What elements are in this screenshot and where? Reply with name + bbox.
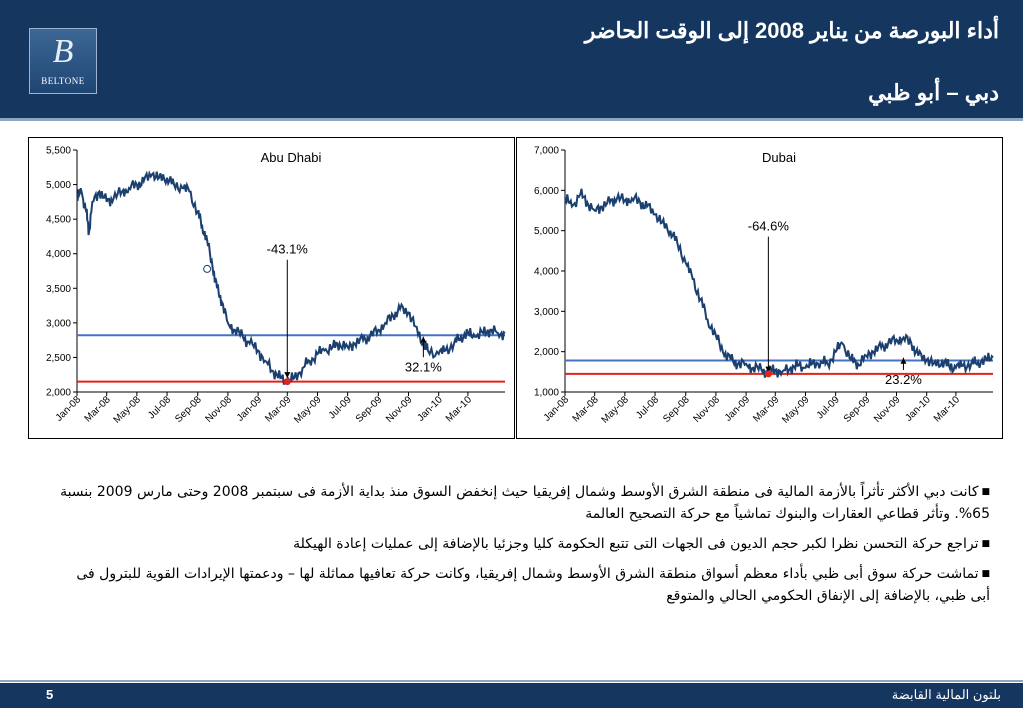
abu-dhabi-chart-title: Abu Dhabi xyxy=(261,150,322,165)
page-subtitle: دبي – أبو ظبي xyxy=(868,80,999,105)
abu-dhabi-x-tick-label: Sep-09 xyxy=(354,394,385,425)
logo-letter: B xyxy=(52,33,74,70)
abu-dhabi-x-tick-label: Jul-09 xyxy=(327,394,354,421)
dubai-y-tick-label: 5,000 xyxy=(534,226,559,237)
dubai-y-tick-label: 4,000 xyxy=(534,267,559,278)
logo-text: BELTONE xyxy=(41,76,85,86)
abu-dhabi-y-tick-label: 3,500 xyxy=(46,284,71,295)
dubai-x-tick-label: Mar-08 xyxy=(571,394,601,424)
bullet-square-icon: ■ xyxy=(981,539,990,549)
abu-dhabi-x-tick-label: Jan-09 xyxy=(235,394,265,424)
bullet-square-icon: ■ xyxy=(981,487,990,497)
page-title: أداء البورصة من يناير 2008 إلى الوقت الح… xyxy=(584,18,999,43)
dubai-x-tick-label: Sep-08 xyxy=(661,394,692,425)
dubai-x-tick-label: Jan-09 xyxy=(723,394,753,424)
bullet-item: ■تماشت حركة سوق أبى ظبي بأداء معظم أسواق… xyxy=(76,566,990,604)
dubai-x-tick-label: Sep-09 xyxy=(842,394,873,425)
abu-dhabi-chart: 2,000 2,500 3,000 3,500 4,000 4,500 5,000 5,500… xyxy=(28,137,515,439)
footer-bar: 5 بلتون المالية القابضة xyxy=(0,683,1023,708)
abu-dhabi-y-tick-label: 4,500 xyxy=(46,215,71,226)
abu-dhabi-y-tick-label: 2,000 xyxy=(46,388,71,399)
abu-dhabi-x-tick-label: Mar-08 xyxy=(83,394,113,424)
abu-dhabi-x-tick-label: Sep-08 xyxy=(173,394,204,425)
abu-dhabi-y-tick-label: 2,500 xyxy=(46,353,71,364)
header-divider xyxy=(0,118,1023,121)
dubai-red-marker xyxy=(764,370,772,378)
footer-divider xyxy=(0,680,1023,682)
dubai-x-tick-label: Nov-09 xyxy=(872,394,903,425)
abu-dhabi-annotation-label: -43.1% xyxy=(267,242,309,257)
abu-dhabi-x-tick-label: Nov-09 xyxy=(384,394,415,425)
abu-dhabi-arrowhead-icon xyxy=(420,336,427,343)
abu-dhabi-y-tick-label: 4,000 xyxy=(46,249,71,260)
abu-dhabi-x-tick-label: Jan-10 xyxy=(415,394,445,424)
dubai-y-tick-label: 3,000 xyxy=(534,307,559,318)
dubai-x-tick-label: May-08 xyxy=(600,394,632,426)
abu-dhabi-x-tick-label: Jul-08 xyxy=(146,394,173,421)
dubai-x-tick-label: Nov-08 xyxy=(691,394,722,425)
abu-dhabi-y-tick-label: 5,000 xyxy=(46,180,71,191)
dubai-chart-title: Dubai xyxy=(762,150,796,165)
dubai-index-line xyxy=(564,188,994,378)
bullet-square-icon: ■ xyxy=(981,569,990,579)
dubai-chart-svg: 1,000 2,000 3,000 4,000 5,000 6,000 7,000 Jan-0… xyxy=(534,146,994,426)
abu-dhabi-x-tick-label: Mar-09 xyxy=(263,394,293,424)
bullet-list: ■كانت دبي الأكثر تأثراً بالأزمة المالية … xyxy=(55,481,990,615)
dubai-y-tick-label: 6,000 xyxy=(534,186,559,197)
page-number: 5 xyxy=(46,687,54,702)
abu-dhabi-y-tick-label: 5,500 xyxy=(46,146,71,157)
dubai-annotation-label: -64.6% xyxy=(748,219,790,234)
header-bar: B BELTONE أداء البورصة من يناير 2008 إلى… xyxy=(0,0,1023,118)
dubai-y-tick-label: 7,000 xyxy=(534,146,559,157)
dubai-y-tick-label: 1,000 xyxy=(534,388,559,399)
dubai-x-tick-label: May-09 xyxy=(780,394,812,426)
abu-dhabi-x-tick-label: Nov-08 xyxy=(203,394,234,425)
dubai-y-tick-label: 2,000 xyxy=(534,347,559,358)
abu-dhabi-x-tick-label: Mar-10 xyxy=(444,394,474,424)
dubai-x-tick-label: Mar-10 xyxy=(932,394,962,424)
beltone-logo: B BELTONE xyxy=(29,28,97,94)
abu-dhabi-red-marker xyxy=(283,378,291,386)
abu-dhabi-open-marker xyxy=(203,264,212,273)
bullet-item: ■كانت دبي الأكثر تأثراً بالأزمة المالية … xyxy=(60,484,990,522)
bullet-item: ■تراجع حركة التحسن نظرا لكبر حجم الديون … xyxy=(293,536,990,552)
dubai-arrowhead-icon xyxy=(765,366,772,373)
abu-dhabi-y-tick-label: 3,000 xyxy=(46,318,71,329)
dubai-chart: 1,000 2,000 3,000 4,000 5,000 6,000 7,000 Jan-0… xyxy=(516,137,1003,439)
abu-dhabi-chart-svg: 2,000 2,500 3,000 3,500 4,000 4,500 5,000 5,500… xyxy=(46,146,506,426)
dubai-x-tick-label: Jan-10 xyxy=(903,394,933,424)
abu-dhabi-arrowhead-icon xyxy=(284,372,291,379)
dubai-x-tick-label: Jul-09 xyxy=(815,394,842,421)
dubai-arrowhead-icon xyxy=(900,357,907,364)
dubai-annotation-label: 23.2% xyxy=(885,372,922,387)
footer-company: بلتون المالية القابضة xyxy=(891,687,1001,702)
dubai-x-tick-label: Jul-08 xyxy=(634,394,661,421)
abu-dhabi-x-tick-label: May-08 xyxy=(112,394,144,426)
abu-dhabi-annotation-label: 32.1% xyxy=(405,359,442,374)
dubai-x-tick-label: Mar-09 xyxy=(751,394,781,424)
abu-dhabi-x-tick-label: May-09 xyxy=(292,394,324,426)
abu-dhabi-index-line xyxy=(76,170,506,385)
